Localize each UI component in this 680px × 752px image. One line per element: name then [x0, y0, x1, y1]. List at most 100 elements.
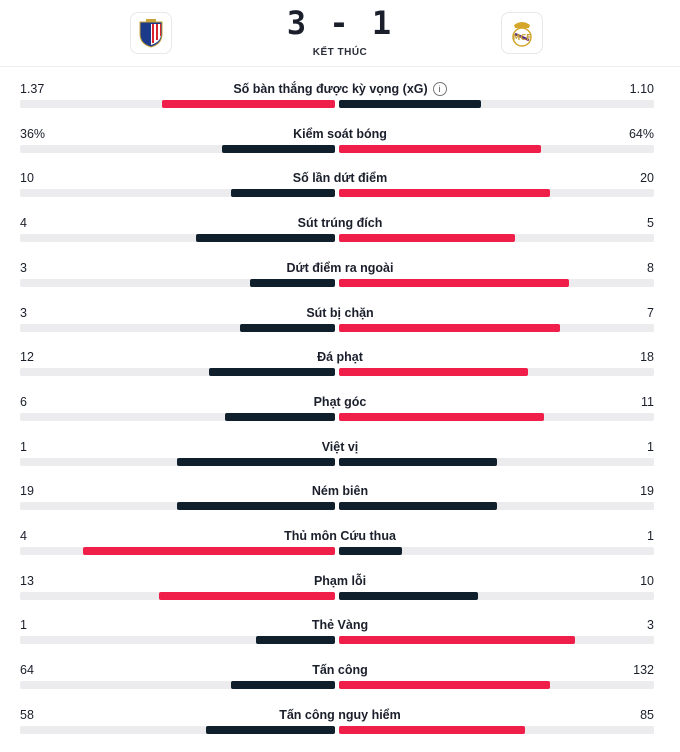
home-stat-value: 13	[20, 573, 34, 588]
away-stat-value: 85	[640, 707, 654, 722]
home-stat-track	[20, 100, 335, 108]
stat-label: Số lần dứt điểm	[0, 171, 680, 185]
stat-label: Kiểm soát bóng	[0, 127, 680, 141]
away-stat-value: 11	[641, 394, 654, 409]
home-stat-value: 10	[20, 171, 34, 186]
home-team-crest[interactable]	[130, 12, 172, 54]
away-stat-value: 132	[633, 663, 654, 678]
stat-row: 58 Tấn công nguy hiểm 85	[0, 699, 680, 743]
home-stat-bar	[209, 368, 335, 377]
away-stat-track	[339, 323, 654, 332]
stat-label-text: Thẻ Vàng	[311, 618, 369, 633]
home-stat-bar	[231, 189, 335, 198]
real-madrid-crest-icon: MCF	[512, 22, 532, 47]
atletico-madrid-crest-icon	[139, 19, 163, 48]
stat-row: 6 Phạt góc 11	[0, 386, 680, 430]
stat-label: Sút trúng đích	[0, 216, 680, 230]
home-stat-bar	[231, 681, 335, 690]
home-stat-bar	[162, 100, 335, 108]
match-header: 3 - 1 KẾT THÚC MCF	[0, 0, 680, 67]
away-stat-value: 7	[647, 305, 654, 320]
home-stat-bar	[159, 591, 335, 600]
info-icon[interactable]: i	[432, 82, 447, 96]
home-stat-bar	[177, 502, 335, 511]
home-stat-value: 1.37	[20, 82, 45, 96]
home-stat-track	[20, 636, 335, 645]
away-stat-bar	[339, 502, 497, 511]
home-stat-track	[20, 323, 335, 332]
away-stat-value: 8	[647, 260, 654, 275]
home-stat-value: 19	[20, 484, 34, 499]
stat-label: Thủ môn Cứu thua	[0, 529, 680, 543]
away-stat-bar	[339, 234, 515, 243]
away-team-crest[interactable]: MCF	[501, 12, 543, 54]
stat-label-text: Tấn công nguy hiểm	[279, 707, 401, 722]
home-score: 3	[286, 4, 309, 42]
stat-row: 4 Sút trúng đích 5	[0, 207, 680, 251]
home-stat-track	[20, 144, 335, 153]
home-stat-bar	[206, 725, 335, 734]
away-stat-bar	[339, 725, 525, 734]
svg-text:MCF: MCF	[512, 33, 531, 42]
away-stat-bar	[339, 278, 569, 287]
away-stat-bar	[339, 100, 481, 108]
stat-row: 10 Số lần dứt điểm 20	[0, 162, 680, 206]
away-stat-track	[339, 100, 654, 108]
stat-label-text: Số bàn thắng được kỳ vọng (xG)	[233, 82, 428, 96]
score-separator: -	[329, 4, 351, 42]
stat-label-text: Đá phạt	[317, 350, 363, 365]
away-stat-track	[339, 547, 654, 555]
stat-row: 4 Thủ môn Cứu thua 1	[0, 520, 680, 564]
match-status: KẾT THÚC	[312, 47, 368, 58]
home-stat-bar	[83, 547, 335, 555]
away-stat-track	[339, 591, 654, 600]
stat-label-text: Số lần dứt điểm	[292, 171, 388, 186]
stat-label-text: Dứt điểm ra ngoài	[286, 260, 394, 275]
stat-label-text: Phạt góc	[313, 394, 367, 409]
home-stat-bar	[222, 144, 335, 153]
away-stat-track	[339, 725, 654, 734]
home-stat-value: 4	[20, 216, 27, 231]
away-stat-track	[339, 457, 654, 466]
away-stat-track	[339, 681, 654, 690]
stat-label-text: Ném biên	[311, 484, 369, 499]
stat-label-text: Việt vị	[321, 439, 359, 454]
home-stat-track	[20, 725, 335, 734]
home-stat-value: 1	[20, 439, 27, 454]
away-stat-value: 18	[640, 350, 654, 365]
home-stat-track	[20, 502, 335, 511]
away-stat-value: 3	[647, 618, 654, 633]
stat-row: 19 Ném biên 19	[0, 475, 680, 519]
away-stat-bar	[339, 681, 550, 690]
away-stat-track	[339, 368, 654, 377]
stat-label: Việt vị	[0, 440, 680, 454]
away-stat-value: 10	[640, 573, 654, 588]
away-stat-bar	[339, 457, 497, 466]
away-score: 1	[371, 4, 394, 42]
home-stat-bar	[196, 234, 335, 243]
stat-label: Phạm lỗi	[0, 574, 680, 588]
stat-label: Sút bị chặn	[0, 306, 680, 320]
home-stat-bar	[240, 323, 335, 332]
away-stat-bar	[339, 412, 544, 421]
stat-row: 1 Thẻ Vàng 3	[0, 609, 680, 653]
away-stat-track	[339, 278, 654, 287]
home-stat-value: 36%	[20, 126, 46, 141]
away-stat-bar	[339, 547, 402, 555]
home-stat-value: 3	[20, 260, 27, 275]
stat-label-text: Thủ môn Cứu thua	[284, 529, 396, 543]
away-stat-value: 19	[640, 484, 654, 499]
home-stat-bar	[225, 412, 335, 421]
stat-row: 1.37 Số bàn thắng được kỳ vọng (xG) i 1.10	[0, 73, 680, 117]
home-stat-value: 58	[20, 707, 34, 722]
stat-label: Ném biên	[0, 484, 680, 498]
away-stat-value: 5	[647, 216, 654, 231]
stat-label: Tấn công nguy hiểm	[0, 708, 680, 722]
stat-label: Dứt điểm ra ngoài	[0, 261, 680, 275]
stat-row: 64 Tấn công 132	[0, 654, 680, 698]
home-stat-track	[20, 234, 335, 243]
away-stat-bar	[339, 189, 550, 198]
stat-row: 1 Việt vị 1	[0, 431, 680, 475]
away-stat-value: 1	[647, 439, 654, 454]
stat-label: Thẻ Vàng	[0, 618, 680, 632]
